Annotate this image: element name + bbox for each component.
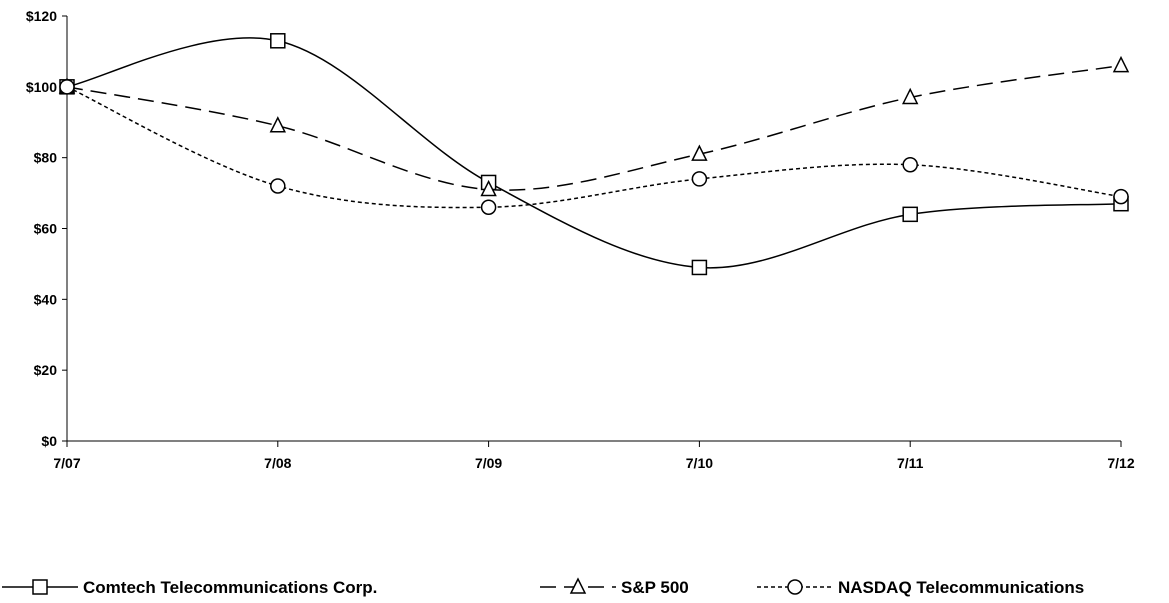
series-line <box>66 37 1122 269</box>
y-tick-label: $100 <box>26 79 57 95</box>
legend-label: S&P 500 <box>621 578 689 597</box>
series-layer <box>58 33 1130 276</box>
data-point-square <box>270 33 286 49</box>
data-point-circle <box>480 199 497 215</box>
y-tick-label: $120 <box>26 8 57 24</box>
data-point-triangle <box>691 144 708 161</box>
series-square <box>59 33 1129 276</box>
legend-item: S&P 500 <box>540 577 689 597</box>
data-point-circle <box>59 79 75 95</box>
data-point-circle <box>902 157 918 173</box>
x-tick-label: 7/11 <box>897 455 924 471</box>
y-tick-label: $40 <box>34 291 58 307</box>
data-point-square <box>902 206 918 223</box>
data-point-circle <box>691 171 708 187</box>
legend: Comtech Telecommunications Corp. S&P 500 N… <box>2 577 1084 597</box>
data-point-triangle <box>1112 55 1130 73</box>
legend-marker-triangle <box>569 577 587 594</box>
x-tick-label: 7/08 <box>264 455 291 471</box>
data-point-circle <box>270 178 286 194</box>
data-point-square <box>691 259 708 276</box>
y-tick-label: $20 <box>34 362 58 378</box>
series-line <box>66 64 1122 191</box>
legend-label: Comtech Telecommunications Corp. <box>83 578 377 597</box>
y-tick-label: $60 <box>34 221 58 237</box>
y-tick-label: $80 <box>34 150 58 166</box>
data-point-triangle <box>480 179 497 197</box>
x-tick-label: 7/09 <box>475 455 502 471</box>
x-tick-label: 7/07 <box>53 455 80 471</box>
series-circle <box>59 79 1129 215</box>
x-tick-label: 7/12 <box>1107 455 1134 471</box>
legend-item: Comtech Telecommunications Corp. <box>2 578 377 597</box>
data-point-triangle <box>901 87 919 105</box>
data-point-triangle <box>269 116 287 133</box>
legend-marker-square <box>32 579 48 595</box>
legend-marker-circle <box>787 579 803 595</box>
data-point-circle <box>1113 188 1129 205</box>
series-triangle <box>58 55 1130 197</box>
series-line <box>66 86 1122 209</box>
y-tick-label: $0 <box>41 433 57 449</box>
legend-label: NASDAQ Telecommunications <box>838 578 1084 597</box>
x-tick-label: 7/10 <box>686 455 713 471</box>
legend-item: NASDAQ Telecommunications <box>757 578 1084 597</box>
axes: $0 $20 $40 $60 $80 $100 $120 7/07 7/08 7/09 7/10 7/… <box>26 8 1135 471</box>
